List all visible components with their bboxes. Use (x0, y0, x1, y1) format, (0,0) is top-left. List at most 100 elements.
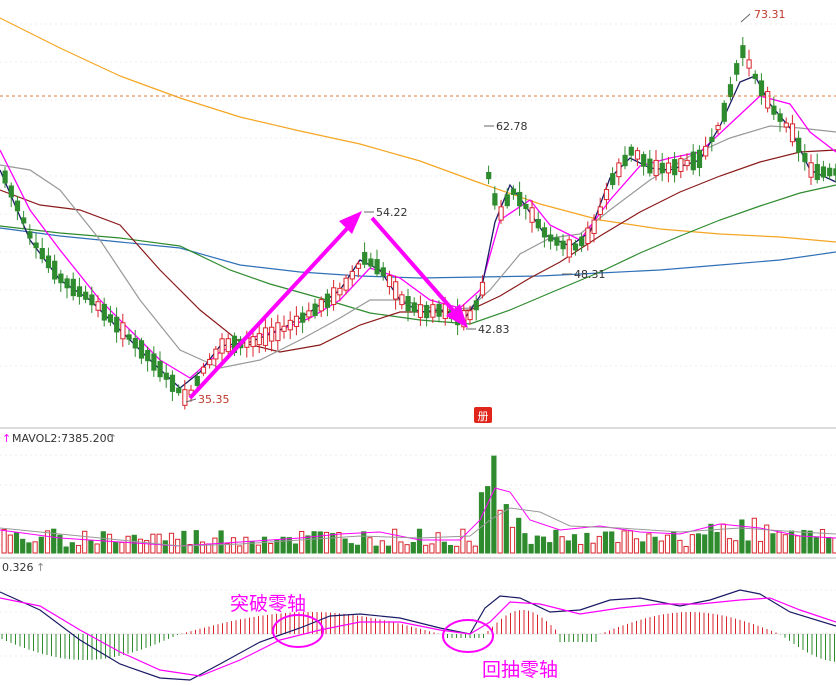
candle-up (603, 189, 610, 201)
volume-bar (1, 529, 7, 554)
volume-bar (100, 531, 106, 554)
candle-down (64, 278, 70, 289)
pullback-label: 回抽零轴 (482, 659, 558, 681)
volume-bar (782, 534, 788, 554)
candle-up (250, 336, 256, 348)
volume-bar (237, 545, 243, 554)
volume-bar (615, 542, 621, 554)
candle-up (331, 287, 337, 306)
breakout-circle (272, 614, 324, 648)
candle-up (349, 270, 355, 280)
ma30-line (0, 149, 836, 353)
candle-down (696, 149, 703, 169)
candle-down (758, 80, 765, 97)
price-label-54: 54.22 (376, 206, 408, 219)
volume-bar (553, 529, 559, 554)
candle-down (572, 243, 579, 251)
volume-bar (373, 545, 379, 554)
candle-down (473, 300, 479, 311)
up-arrow-head (339, 211, 362, 234)
macd-title-arrow: ↑ (36, 561, 45, 574)
candle-up (306, 310, 312, 318)
volume-bar (472, 545, 478, 554)
candle-down (796, 137, 802, 153)
candle-up (275, 322, 281, 342)
volume-bar (497, 509, 503, 554)
volume-bar (94, 543, 100, 554)
candle-down (659, 162, 665, 174)
volume-bar (187, 544, 193, 554)
candle-up (597, 206, 603, 215)
candle-up (95, 301, 101, 311)
volume-bar (193, 530, 199, 554)
candle-down (523, 204, 529, 210)
candle-up (219, 338, 225, 354)
ma60-line (0, 184, 836, 325)
volume-bar (584, 532, 590, 554)
volume-bar (144, 539, 150, 554)
volume-bar (69, 542, 75, 554)
volume-bar (764, 524, 770, 554)
candle-down (771, 105, 777, 115)
candle-down (548, 234, 554, 242)
volume-bar (181, 530, 187, 554)
candle-down (380, 267, 386, 277)
volume-bar (503, 504, 509, 554)
candle-down (312, 303, 318, 316)
volume-bar (571, 534, 578, 554)
candle-up (262, 327, 269, 346)
volume-bar (292, 543, 299, 554)
volume-bar (776, 531, 782, 554)
candle-down (52, 260, 58, 280)
volume-bar (218, 530, 224, 554)
volume-bar (311, 531, 317, 554)
candle-down (151, 353, 157, 371)
pullback-circle (442, 619, 494, 653)
volume-bar (516, 517, 522, 554)
volume-bar (286, 537, 292, 554)
volume-bar (702, 534, 708, 554)
candle-down (76, 286, 83, 297)
volume-bar (423, 544, 429, 554)
candle-down (39, 247, 45, 260)
event-marker[interactable]: 册 (474, 407, 492, 423)
candle-down (2, 170, 8, 184)
candle-down (58, 273, 64, 284)
volume-bar (354, 544, 361, 554)
marker-35-line (185, 398, 197, 403)
volume-bar (460, 528, 466, 554)
candle-up (120, 322, 126, 340)
candle-down (504, 194, 510, 207)
candle-up (337, 287, 343, 296)
candle-down (176, 387, 182, 394)
volume-bar (20, 538, 26, 554)
candle-up (318, 299, 324, 312)
volume-bar (392, 528, 398, 554)
volume-bar (739, 519, 745, 554)
candle-up (287, 319, 293, 331)
candle-down (492, 193, 498, 206)
candle-up (783, 122, 789, 128)
volume-bar (38, 536, 44, 554)
volume-bar (44, 530, 51, 554)
price-markers: 73.31 62.78 54.22 48.31 42.83 35.35 (185, 8, 786, 406)
candle-down (27, 231, 33, 239)
candle-down (405, 296, 411, 312)
volume-bar (137, 538, 144, 554)
volume-bar (385, 545, 392, 554)
volume-bar (695, 533, 702, 554)
ma5-line (0, 75, 836, 389)
candle-down (374, 259, 380, 275)
candle-up (653, 159, 659, 177)
candle-up (355, 263, 362, 269)
volume-bar (491, 455, 497, 554)
candle-up (529, 207, 535, 223)
candle-up (665, 162, 672, 174)
candle-down (126, 334, 132, 340)
volume-bar (757, 540, 764, 554)
candle-down (157, 361, 163, 378)
volume-bar (82, 530, 88, 554)
candle-up (182, 389, 188, 406)
volume-bar (559, 536, 565, 554)
